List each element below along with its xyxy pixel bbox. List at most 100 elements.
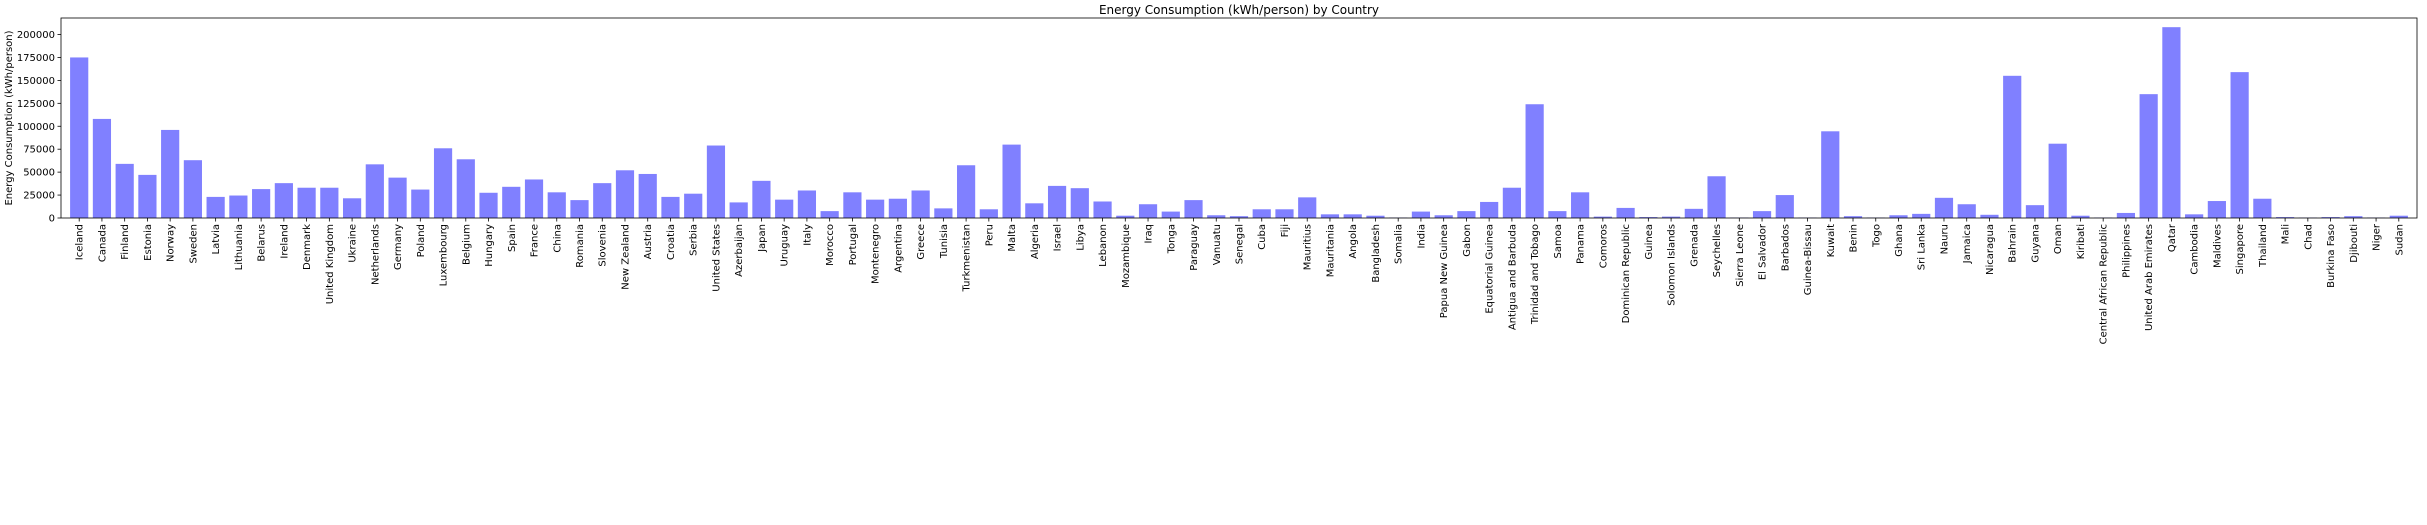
x-tick-label: Mozambique bbox=[1121, 224, 1132, 288]
y-tick-label: 50000 bbox=[23, 168, 55, 179]
bar-lebanon bbox=[1093, 201, 1112, 218]
bar-norway bbox=[161, 129, 180, 218]
x-tick-label: Solomon Islands bbox=[1667, 224, 1678, 306]
y-tick-label: 0 bbox=[49, 214, 55, 225]
x-tick-label: Somalia bbox=[1394, 224, 1405, 264]
x-tick-label: Uruguay bbox=[780, 224, 791, 267]
bar-mauritania bbox=[1320, 214, 1340, 218]
bar-china bbox=[547, 192, 566, 218]
x-tick-label: Fiji bbox=[1280, 224, 1291, 237]
x-tick-label: United States bbox=[711, 224, 722, 292]
x-tick-label: Vanuatu bbox=[1212, 224, 1223, 265]
bar-trinidad-and-tobago bbox=[1525, 104, 1544, 218]
x-tick-label: United Kingdom bbox=[325, 224, 336, 304]
bar-tunisia bbox=[934, 208, 953, 218]
x-tick-label: Finland bbox=[120, 224, 131, 260]
x-tick-label: Romania bbox=[575, 224, 586, 268]
bar-guinea bbox=[1639, 217, 1658, 218]
x-tick-label: Papua New Guinea bbox=[1439, 224, 1450, 318]
x-tick-label: Norway bbox=[166, 224, 177, 262]
x-tick-label: Cuba bbox=[1257, 224, 1268, 250]
x-tick-label: Senegal bbox=[1235, 224, 1246, 264]
x-tick-label: Maldives bbox=[2212, 224, 2223, 268]
bar-iraq bbox=[1138, 204, 1158, 218]
bar-mozambique bbox=[1116, 215, 1135, 218]
bar-ireland bbox=[274, 183, 293, 218]
x-tick-label: El Salvador bbox=[1758, 223, 1769, 280]
y-tick-label: 125000 bbox=[17, 99, 55, 110]
bar-samoa bbox=[1548, 211, 1567, 218]
bar-philippines bbox=[2116, 212, 2135, 218]
x-tick-label: Netherlands bbox=[370, 224, 381, 285]
bar-comoros bbox=[1593, 216, 1612, 218]
x-tick-label: Italy bbox=[802, 224, 813, 246]
x-tick-label: Malta bbox=[1007, 224, 1018, 252]
x-tick-label: Montenegro bbox=[871, 224, 882, 284]
x-tick-label: Djibouti bbox=[2349, 224, 2360, 263]
bar-cuba bbox=[1252, 209, 1271, 218]
bar-libya bbox=[1070, 188, 1089, 218]
bar-malta bbox=[1002, 144, 1021, 218]
bar-algeria bbox=[1025, 203, 1044, 218]
x-tick-label: Germany bbox=[393, 224, 404, 270]
x-tick-label: Benin bbox=[1849, 224, 1860, 252]
bar-israel bbox=[1047, 185, 1067, 218]
x-tick-label: Sierra Leone bbox=[1735, 224, 1746, 287]
x-tick-label: Comoros bbox=[1598, 224, 1609, 268]
bar-dominican-republic bbox=[1616, 207, 1635, 218]
bar-germany bbox=[388, 177, 407, 218]
x-tick-label: Japan bbox=[757, 224, 768, 253]
bar-tonga bbox=[1161, 211, 1180, 218]
x-tick-label: Lebanon bbox=[1098, 224, 1109, 267]
x-tick-label: Barbados bbox=[1780, 224, 1791, 271]
x-tick-label: Estonia bbox=[143, 224, 154, 261]
x-tick-label: Bangladesh bbox=[1371, 224, 1382, 283]
x-tick-label: Iceland bbox=[75, 224, 86, 260]
bar-austria bbox=[638, 173, 657, 218]
bar-ghana bbox=[1889, 215, 1908, 218]
bar-gabon bbox=[1457, 211, 1476, 218]
bar-kuwait bbox=[1821, 131, 1840, 218]
x-tick-label: Serbia bbox=[689, 224, 700, 256]
bar-denmark bbox=[297, 187, 316, 218]
x-tick-label: Iraq bbox=[1144, 224, 1155, 244]
bar-united-kingdom bbox=[320, 187, 339, 218]
bar-sweden bbox=[183, 160, 202, 218]
bar-senegal bbox=[1229, 216, 1249, 218]
bar-latvia bbox=[206, 196, 225, 218]
bar-mali bbox=[2276, 217, 2295, 218]
bar-guyana bbox=[2025, 205, 2045, 218]
bar-portugal bbox=[843, 192, 862, 218]
x-tick-label: France bbox=[530, 224, 541, 257]
x-tick-label: Qatar bbox=[2167, 223, 2178, 252]
x-tick-label: Seychelles bbox=[1712, 224, 1723, 277]
bar-sri-lanka bbox=[1912, 213, 1931, 218]
x-tick-label: Azerbaijan bbox=[734, 224, 745, 277]
x-tick-label: Sudan bbox=[2394, 224, 2405, 256]
y-tick-label: 175000 bbox=[17, 53, 55, 64]
bar-paraguay bbox=[1184, 200, 1203, 218]
bar-estonia bbox=[138, 174, 157, 218]
bar-burkina-faso bbox=[2321, 217, 2340, 218]
x-tick-label: Niger bbox=[2372, 223, 2383, 251]
x-tick-label: Libya bbox=[1075, 224, 1086, 251]
x-tick-label: Togo bbox=[1871, 224, 1882, 248]
bar-argentina bbox=[888, 198, 907, 218]
x-tick-label: Paraguay bbox=[1189, 224, 1200, 271]
x-tick-label: Thailand bbox=[2258, 224, 2269, 268]
bar-bahrain bbox=[2003, 75, 2022, 218]
bar-maldives bbox=[2207, 201, 2226, 218]
x-tick-label: Chad bbox=[2303, 224, 2314, 250]
bar-france bbox=[524, 179, 544, 218]
bar-croatia bbox=[661, 196, 680, 218]
x-tick-label: Croatia bbox=[666, 224, 677, 260]
bar-united-arab-emirates bbox=[2139, 94, 2158, 218]
x-tick-label: Cambodia bbox=[2190, 224, 2201, 275]
bar-hungary bbox=[479, 192, 498, 218]
x-tick-label: Belgium bbox=[461, 224, 472, 265]
x-tick-label: Sri Lanka bbox=[1917, 224, 1928, 270]
x-tick-label: Austria bbox=[643, 224, 654, 259]
y-tick-label: 150000 bbox=[17, 76, 55, 87]
x-tick-label: Latvia bbox=[211, 224, 222, 254]
bar-nauru bbox=[1934, 197, 1954, 218]
